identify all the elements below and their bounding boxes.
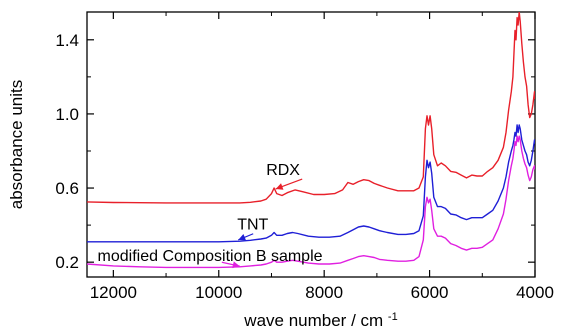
y-tick-label: 1.4 — [55, 31, 79, 50]
axis-ticks — [87, 12, 536, 277]
x-axis-title-superscript: -1 — [388, 311, 398, 323]
axis-labels-layer: 12000 10000 8000 6000 4000 0.2 0.6 1.0 1.4 wave n… — [7, 31, 554, 330]
x-tick-label: 6000 — [411, 283, 449, 302]
annotation-arrow-head — [275, 183, 284, 190]
annotation-label: modified Composition B sample — [98, 248, 323, 265]
series-line-tnt — [87, 124, 535, 243]
annotation-layer: RDX TNT modified Composition B sample — [98, 162, 323, 269]
x-tick-label: 12000 — [90, 283, 137, 302]
annotation-label: RDX — [266, 162, 300, 179]
y-axis-title: absorbance units — [7, 80, 26, 209]
y-tick-label: 1.0 — [55, 105, 79, 124]
plot-frame — [86, 11, 536, 278]
annotation-arrow-head — [238, 234, 247, 241]
x-tick-label: 4000 — [516, 283, 554, 302]
series-line-rdx — [87, 12, 535, 204]
x-tick-label: 8000 — [305, 283, 343, 302]
annotation-label: TNT — [237, 217, 268, 234]
x-axis-title: wave number / cm -1 — [243, 311, 397, 330]
series-line-modified-composition-b-sample — [87, 135, 535, 269]
series-layer — [87, 12, 535, 269]
y-tick-label: 0.6 — [55, 179, 79, 198]
plot-frame-group — [86, 11, 536, 278]
x-tick-label: 10000 — [195, 283, 242, 302]
y-tick-label: 0.2 — [55, 253, 79, 272]
annotation-arrow-head — [232, 261, 240, 269]
